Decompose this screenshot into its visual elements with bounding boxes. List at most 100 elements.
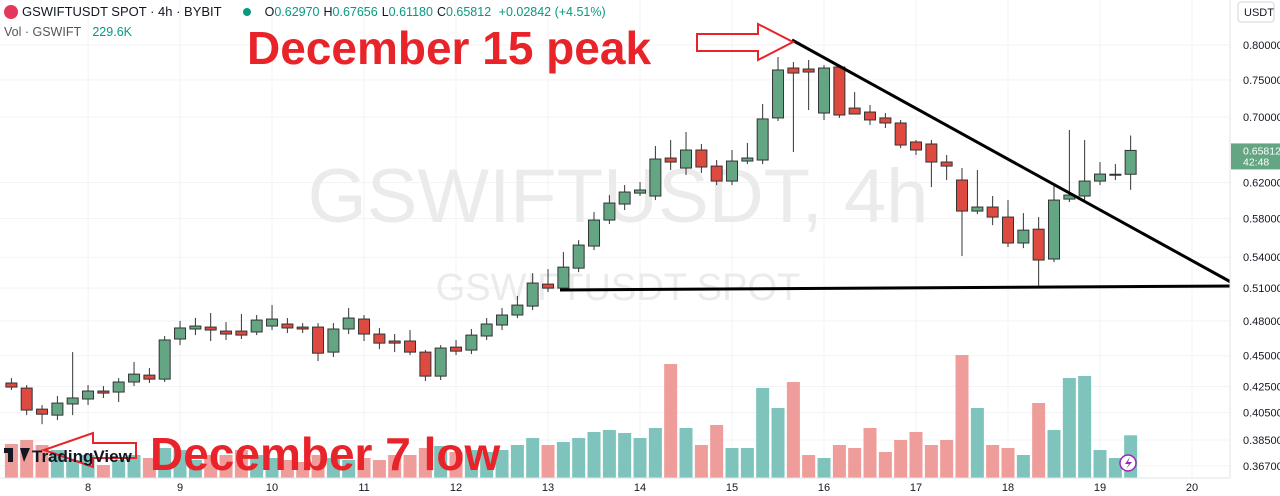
arrow-peak [696, 22, 796, 62]
y-tick-label: 0.51000 [1243, 283, 1280, 295]
candle-body [1078, 180, 1091, 197]
candle-body [894, 122, 907, 146]
trend-line [791, 38, 1239, 288]
currency[interactable]: USDT [1244, 7, 1274, 19]
volume-bar [510, 445, 524, 478]
volume-bar [280, 460, 294, 478]
volume-bar [296, 462, 310, 478]
logo-text: TradingView [32, 447, 133, 466]
y-tick-label: 0.48000 [1243, 316, 1280, 328]
volume-bar [495, 450, 509, 478]
candle-body [1048, 199, 1061, 260]
volume-bar [618, 433, 632, 478]
volume-bar [786, 382, 800, 478]
y-tick-label: 0.36700 [1243, 461, 1280, 473]
volume-bar [1078, 376, 1092, 478]
candle-body [419, 351, 432, 377]
annotation: December 15 peak [247, 22, 651, 74]
ohlc-value: 0.62970 [274, 5, 320, 19]
volume-bar [602, 430, 616, 478]
candle-body [20, 387, 33, 411]
candle-body [818, 67, 831, 114]
volume-bar [204, 455, 218, 478]
candle-body [879, 117, 892, 124]
volume-bar [403, 455, 417, 478]
volume-bar [1108, 458, 1122, 478]
volume-bar [173, 450, 187, 478]
volume-bar [265, 458, 279, 478]
volume-layer [4, 355, 1138, 478]
candle-body [1017, 229, 1030, 244]
candle-body [1032, 228, 1045, 261]
x-tick-label: 20 [1186, 482, 1198, 494]
candle-body [1124, 149, 1137, 175]
candle-body [36, 408, 49, 415]
candle-body [910, 141, 923, 151]
candle-body [741, 157, 754, 162]
candle-body [266, 318, 279, 327]
status-dot [243, 8, 252, 16]
ohlc-value: 0.67656 [332, 5, 378, 19]
volume-name: Vol · GSWIFT [4, 25, 81, 39]
volume-bar [127, 455, 141, 478]
candle-body [220, 330, 233, 335]
candle-body [235, 330, 248, 336]
candle-body [66, 397, 79, 405]
candle-body [940, 161, 953, 167]
candle-body [358, 318, 371, 335]
y-tick-label: 0.45000 [1243, 351, 1280, 363]
ohlc-key: H [323, 5, 333, 19]
volume-bar [725, 448, 739, 478]
candle-body [726, 160, 739, 182]
ohlc-key: O [264, 5, 275, 19]
volume-bar [694, 445, 708, 478]
axes: 0.80000 0.75000 0.70000 0.62000 0.58000 0.540… [85, 40, 1280, 494]
candle-body [281, 323, 294, 329]
volume-bar [250, 455, 264, 478]
volume-bar [955, 355, 969, 478]
candle-body [833, 66, 846, 116]
arrow-low [40, 431, 137, 469]
symbol[interactable]: GSWIFTUSDT SPOT · 4h · BYBIT [22, 4, 222, 19]
volume-bar [142, 458, 156, 478]
candle-body [496, 314, 509, 326]
volume-bar [50, 450, 64, 478]
candle-body [51, 402, 64, 416]
alert-icon [1125, 457, 1132, 469]
volume-bar [633, 438, 647, 478]
candle-body [97, 390, 110, 394]
candle-layer [5, 57, 1137, 425]
volume-bar [863, 428, 877, 478]
candle-body [756, 118, 769, 161]
volume-bar [1093, 450, 1107, 478]
x-tick-label: 16 [818, 482, 830, 494]
countdown: 42:48 [1243, 156, 1269, 168]
candle-body [634, 189, 647, 194]
candle-body [986, 206, 999, 218]
x-tick-label: 18 [1002, 482, 1014, 494]
x-tick-label: 15 [726, 482, 738, 494]
volume-bar [986, 445, 1000, 478]
last-price: 0.65812 [1243, 145, 1280, 157]
y-tick-label: 0.58000 [1243, 214, 1280, 226]
x-tick-label: 12 [450, 482, 462, 494]
candle-body [664, 157, 677, 163]
logo-icon [20, 448, 30, 462]
candle-body [189, 325, 202, 330]
candle-body [1109, 173, 1122, 176]
candle-body [404, 340, 417, 353]
volume-bar [326, 458, 340, 478]
volume-bar [648, 428, 662, 478]
volume-bar [970, 408, 984, 478]
x-tick-label: 8 [85, 482, 91, 494]
candle-body [1094, 173, 1107, 182]
candle-body [250, 319, 263, 333]
currency-button[interactable] [1237, 1, 1275, 23]
volume-bar [418, 448, 432, 478]
volume-bar [35, 445, 49, 478]
volume-bar [756, 388, 770, 478]
volume-bar [464, 450, 478, 478]
